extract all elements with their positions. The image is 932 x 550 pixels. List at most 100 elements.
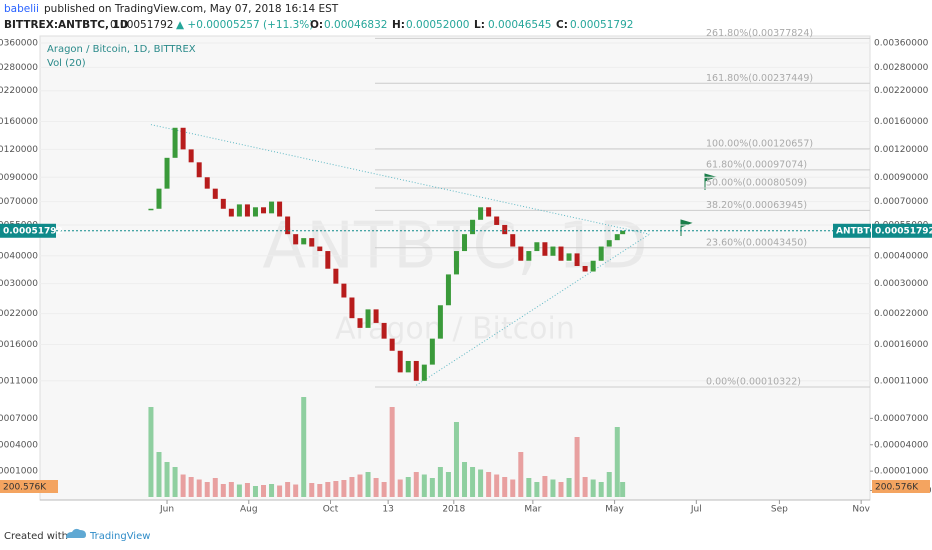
candle — [486, 207, 492, 217]
y-tick-label: 0.00022000 — [0, 309, 38, 319]
y2-tick-label: 0.00007000 — [0, 414, 38, 424]
watermark: Aragon / Bitcoin — [335, 312, 575, 347]
y2-tick-label: 0.00004000 — [874, 440, 929, 450]
price-tag — [872, 223, 932, 238]
candle — [188, 149, 194, 163]
symbol: BITTREX:ANTBTC, 1D — [4, 19, 129, 31]
candle — [204, 177, 210, 189]
y-tick-label: 0.00016000 — [874, 340, 929, 350]
fib-label: 161.80%(0.00237449) — [706, 73, 813, 84]
volume-bar — [333, 481, 339, 497]
y-tick-label: 0.00090000 — [0, 173, 38, 183]
volume-bar — [445, 472, 451, 497]
candle — [598, 246, 604, 261]
candle — [269, 201, 275, 214]
x-tick-label: Oct — [323, 505, 339, 515]
change: ▲ +0.00005257 (+11.3%) — [176, 19, 313, 31]
ohlc-key: H: — [392, 19, 405, 31]
candle — [453, 251, 459, 275]
candle — [614, 234, 620, 241]
candle — [285, 216, 291, 235]
volume-bar — [220, 484, 226, 497]
ohlc-value: 0.00046832 — [324, 19, 387, 31]
candle — [421, 364, 427, 381]
candle — [349, 297, 355, 319]
candle — [309, 238, 315, 247]
volume-bar — [196, 479, 202, 497]
y-tick-label: 0.00022000 — [874, 309, 929, 319]
candle — [510, 234, 516, 247]
trendline — [150, 124, 650, 235]
fib-label: 0.00%(0.00010322) — [706, 376, 801, 387]
y-tick-label: 0.00360000 — [874, 39, 929, 49]
volume-bar — [550, 479, 556, 497]
candle — [341, 283, 347, 298]
volume-bar — [373, 478, 379, 497]
volume-bar — [478, 469, 484, 497]
candle — [228, 208, 234, 217]
candle — [317, 246, 323, 252]
candle — [574, 253, 580, 266]
volume-bar — [309, 483, 315, 497]
y-tick-label: 0.00040000 — [874, 251, 929, 261]
x-tick-label: Nov — [852, 505, 870, 515]
volume-bar — [269, 484, 275, 497]
y-tick-label: 0.00070000 — [0, 197, 38, 207]
y-tick-label: 0.00280000 — [874, 63, 929, 73]
trendline — [416, 233, 650, 386]
volume-bar — [244, 483, 250, 497]
indicator-label: Vol (20) — [47, 58, 86, 69]
volume-bar — [285, 482, 291, 497]
fib-label: 61.80%(0.00097074) — [706, 159, 807, 170]
volume-bar — [413, 472, 419, 497]
volume-bar — [389, 407, 395, 497]
volume-bar — [381, 482, 387, 497]
user[interactable]: babelii — [4, 3, 39, 15]
candle — [236, 204, 242, 217]
candle — [325, 251, 331, 269]
x-tick-label: Sep — [771, 505, 788, 515]
volume-bar — [462, 462, 468, 497]
y-tick-label: 0.00160000 — [874, 117, 929, 127]
published: published on TradingView.com, May 07, 20… — [44, 3, 339, 15]
candle — [156, 188, 162, 209]
candle — [542, 242, 548, 256]
footer-created: Created with — [4, 531, 68, 542]
x-tick-label: Jul — [690, 505, 702, 515]
candle — [365, 309, 371, 328]
candle — [478, 207, 484, 220]
volume-bar — [261, 485, 267, 497]
candle — [494, 216, 500, 225]
candle — [180, 127, 186, 150]
volume-bar — [470, 467, 476, 497]
candle — [252, 207, 258, 217]
ohlc-value: 0.00052000 — [406, 19, 469, 31]
y-tick-label: 0.00120000 — [874, 145, 929, 155]
volume-bar — [510, 479, 516, 497]
candle — [518, 246, 524, 261]
y-tick-label: 0.00220000 — [0, 86, 38, 96]
candle — [437, 305, 443, 339]
volume-bar — [558, 482, 564, 497]
candle — [261, 207, 267, 214]
volume-tag-label: 200.576K — [3, 483, 47, 493]
candle — [293, 234, 299, 245]
volume-bar — [236, 484, 242, 497]
candle — [606, 240, 612, 247]
volume-bar — [494, 474, 500, 497]
candle — [582, 265, 588, 272]
volume-bar — [148, 407, 154, 497]
y-tick-label: 0.00120000 — [0, 145, 38, 155]
candle — [148, 208, 154, 211]
volume-bar — [365, 472, 371, 497]
volume-bar — [212, 478, 218, 497]
candle — [526, 251, 532, 261]
footer-brand[interactable]: TradingView — [89, 531, 150, 542]
y-tick-label: 0.00040000 — [0, 251, 38, 261]
chart-title: Aragon / Bitcoin, 1D, BITTREX — [47, 44, 196, 55]
y-tick-label: 0.00220000 — [874, 86, 929, 96]
candle — [502, 224, 508, 235]
fib-label: 100.00%(0.00120657) — [706, 138, 813, 149]
y-tick-label: 0.00030000 — [874, 279, 929, 289]
volume-bar — [582, 477, 588, 497]
